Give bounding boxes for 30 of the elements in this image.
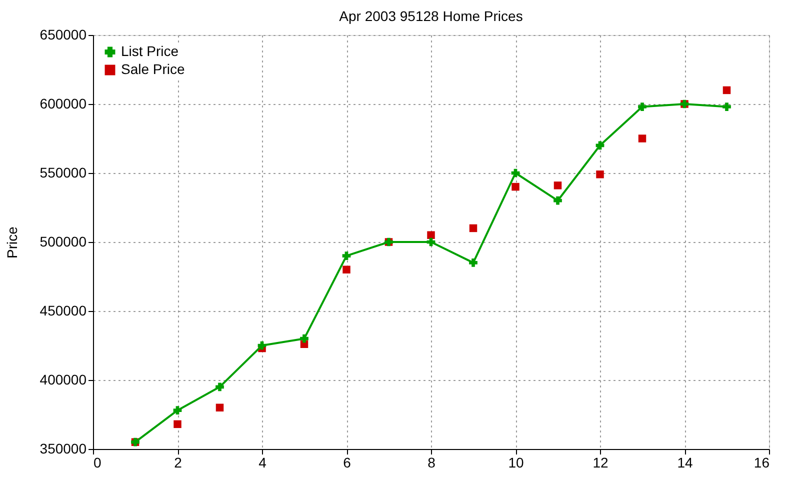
x-tick-label: 0 — [94, 454, 102, 470]
point — [342, 266, 350, 274]
point — [638, 134, 646, 142]
point — [554, 182, 562, 190]
y-tick-label: 650000 — [40, 26, 87, 42]
y-tick-label: 600000 — [40, 96, 87, 112]
y-tick-label: 500000 — [40, 234, 87, 250]
y-tick-label: 450000 — [40, 302, 87, 318]
point — [512, 182, 520, 191]
legend-label: Sale Price — [121, 61, 186, 77]
point — [216, 404, 224, 412]
x-tick-label: 8 — [428, 454, 436, 470]
point — [469, 224, 478, 232]
point — [722, 86, 731, 94]
point — [427, 231, 435, 239]
x-tick-label: 12 — [592, 454, 608, 470]
y-tick-label: 350000 — [40, 440, 87, 456]
x-tick-label: 14 — [677, 454, 693, 470]
legend-label: List Price — [121, 43, 179, 59]
x-tick-label: 16 — [754, 454, 770, 470]
point — [596, 170, 604, 178]
x-tick-label: 4 — [258, 454, 267, 470]
y-axis-title: Price — [4, 226, 20, 258]
x-tick-label: 6 — [343, 454, 352, 470]
point — [174, 420, 182, 428]
x-tick-label: 2 — [174, 454, 182, 470]
y-tick-label: 400000 — [40, 372, 87, 388]
x-tick-label: 10 — [508, 454, 524, 470]
chart-title: Apr 2003 95128 Home Prices — [339, 8, 523, 24]
y-tick-label: 550000 — [40, 164, 87, 180]
